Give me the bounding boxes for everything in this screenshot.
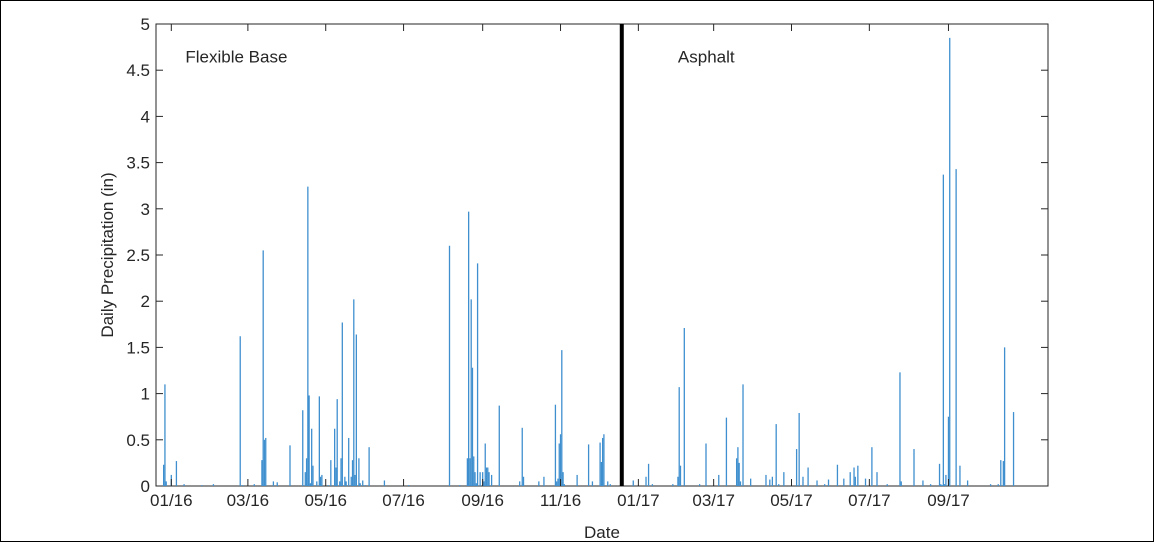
bar-series <box>163 37 1015 486</box>
y-tick-label: 1 <box>141 385 150 404</box>
annotation-label: Asphalt <box>678 47 735 66</box>
x-tick-label: 07/17 <box>848 491 891 510</box>
y-tick-label: 5 <box>141 15 150 34</box>
x-tick-label: 05/17 <box>770 491 813 510</box>
x-tick-label: 03/17 <box>692 491 735 510</box>
y-tick-label: 1.5 <box>126 338 150 357</box>
x-axis-label: Date <box>584 523 620 541</box>
x-tick-label: 09/17 <box>927 491 970 510</box>
y-tick-label: 3.5 <box>126 154 150 173</box>
x-axis: 01/16 03/16 05/16 07/16 09/16 11/16 01/17 03/17… <box>150 24 970 510</box>
x-tick-label: 03/16 <box>227 491 270 510</box>
annotation-label: Flexible Base <box>185 47 287 66</box>
y-tick-label: 2 <box>141 292 150 311</box>
y-axis-label: Daily Precipitation (in) <box>98 172 117 337</box>
y-tick-label: 0.5 <box>126 431 150 450</box>
y-tick-label: 3 <box>141 200 150 219</box>
x-tick-label: 11/16 <box>540 491 581 510</box>
y-tick-label: 4.5 <box>126 61 150 80</box>
x-tick-label: 09/16 <box>461 491 504 510</box>
annotations: Flexible Base Asphalt <box>185 47 735 66</box>
y-tick-label: 4 <box>141 107 150 126</box>
x-tick-label: 01/17 <box>617 491 660 510</box>
x-tick-label: 01/16 <box>150 491 193 510</box>
y-tick-label: 2.5 <box>126 246 150 265</box>
x-tick-label: 05/16 <box>304 491 347 510</box>
x-tick-label: 07/16 <box>382 491 425 510</box>
plot-area <box>155 23 1049 487</box>
y-axis: 0 0.5 1 1.5 2 2.5 3 3.5 4 4.5 5 <box>126 15 1048 496</box>
y-tick-label: 0 <box>141 477 150 496</box>
